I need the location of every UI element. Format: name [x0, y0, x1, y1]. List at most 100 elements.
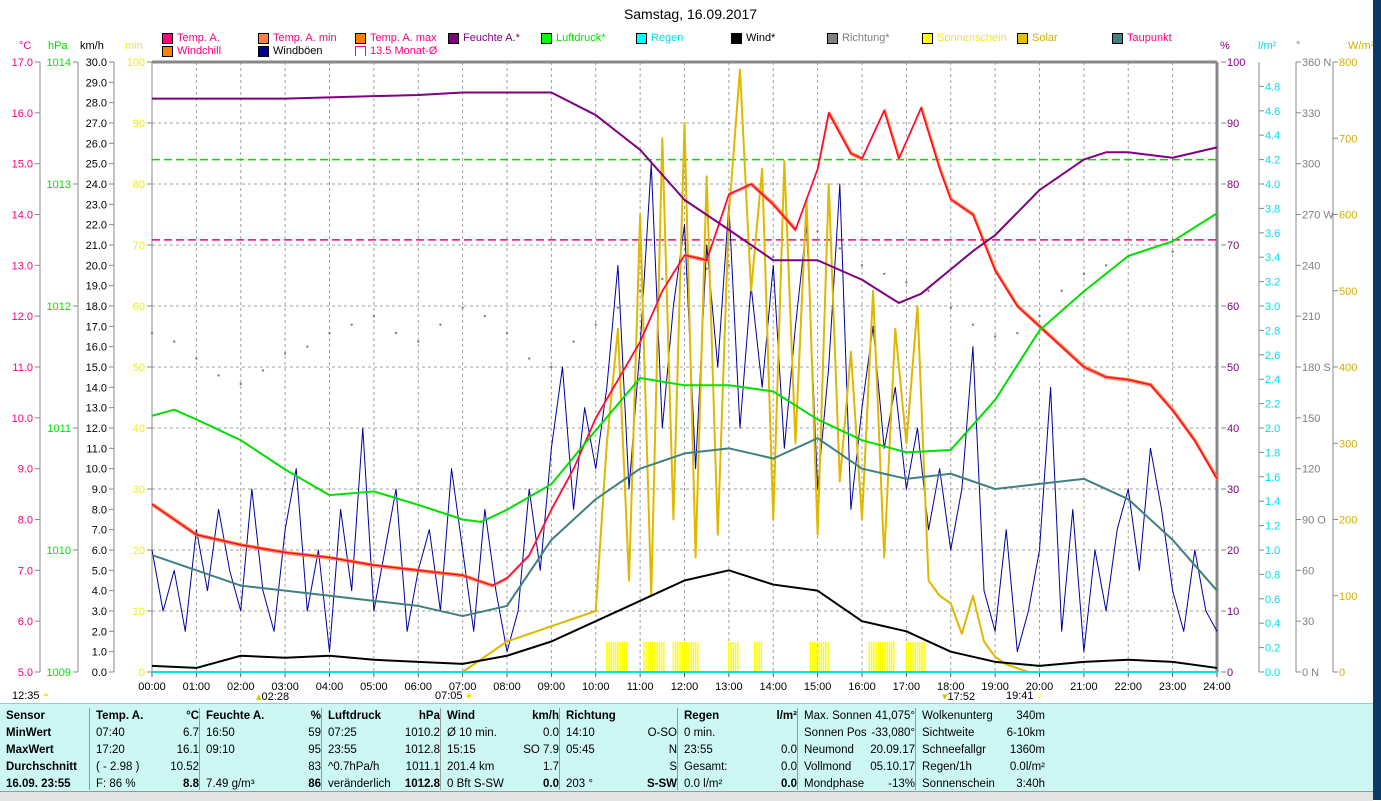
value-label: 23:55 [328, 744, 357, 756]
direction-point [461, 306, 464, 309]
direction-point [661, 277, 664, 281]
statistics-panel: Sensor MinWert MaxWert Durchschnitt 16.09. 2… [0, 703, 1373, 792]
axis-label-kmh: 26.0 [86, 138, 107, 150]
info-label: Mondphase [804, 778, 865, 790]
value: 1011.1 [405, 761, 440, 773]
axis-label-kmh: 14.0 [86, 382, 107, 394]
axis-label-lm2: 0.4 [1265, 618, 1280, 630]
value-row: 0.0 l/m² 0.0 [684, 776, 797, 793]
direction-point [1171, 250, 1174, 253]
legend-item: 13.5 Monat-Ø [355, 45, 437, 57]
axis-label-deg: 180 S [1302, 362, 1331, 374]
info-value: 1360m [1009, 744, 1045, 756]
value: O-SO [647, 727, 677, 739]
x-tick-label: 11:00 [627, 681, 654, 693]
value-row: 16:50 59 [206, 725, 321, 742]
value: 16.1 [176, 744, 199, 756]
direction-point [838, 247, 842, 250]
info-label: Neumond [804, 744, 854, 756]
direction-point [350, 323, 353, 326]
axis-label-kmh: 1.0 [92, 647, 107, 659]
x-tick-label: 16:00 [848, 681, 876, 693]
axis-label-lm2: 4.8 [1265, 81, 1280, 93]
value: N [668, 744, 677, 756]
value-label: 0 min. [684, 727, 716, 739]
direction-point [993, 335, 997, 338]
legend-label: Temp. A. max [370, 32, 437, 44]
value-label: Ø 10 min. [447, 727, 497, 739]
direction-point [172, 340, 176, 343]
axis-label-kmh: 23.0 [86, 199, 107, 211]
panel-column-sun: Max. Sonnen 41,075° Sonnen Pos -33,080° Neum… [797, 708, 915, 790]
column-header: Wind km/h [447, 708, 559, 725]
direction-point [971, 323, 975, 326]
panel-column-sensor: Sensor MinWert MaxWert Durchschnitt 16.09. 2… [0, 708, 89, 790]
info-label: Regen/1h [922, 761, 972, 773]
direction-point [794, 238, 797, 242]
axis-label-min: 0 [139, 667, 145, 679]
direction-point [683, 272, 686, 276]
axis-label-deg: 150 [1302, 413, 1320, 425]
axis-label-min: 40 [133, 423, 145, 435]
axis-label-temp: 15.0 [12, 159, 33, 171]
axis-label-kmh: 25.0 [86, 159, 107, 171]
axis-label-pct: 0 [1227, 667, 1233, 679]
legend-label: Taupunkt [1127, 32, 1172, 44]
value: 8.8 [183, 778, 199, 790]
info-row: Max. Sonnen 41,075° [804, 708, 915, 725]
axis-label-wm2: 700 [1339, 133, 1357, 145]
axis-label-kmh: 7.0 [92, 525, 107, 537]
axis-label-kmh: 22.0 [86, 220, 107, 232]
value-row: 14:10 O-SO [566, 725, 677, 742]
legend-item: Windböen [258, 45, 323, 57]
axis-label-kmh: 3.0 [92, 606, 107, 618]
axis-label-kmh: 19.0 [86, 281, 107, 293]
axis-label-min: 90 [133, 118, 145, 130]
value-label: 23:55 [684, 744, 713, 756]
sun-icon: ● [465, 690, 473, 702]
info-value: 3:40h [1016, 778, 1045, 790]
column-title: Regen [684, 710, 720, 722]
axis-label-lm2: 1.4 [1265, 496, 1280, 508]
info-value: 41,075° [875, 710, 915, 722]
row-label: Durchschnitt [6, 761, 77, 773]
value: 1010.2 [404, 727, 440, 739]
axis-label-lm2: 3.4 [1265, 252, 1280, 264]
legend-item: Temp. A. min [258, 32, 337, 44]
axis-label-pct: 10 [1227, 606, 1239, 618]
row-label: MinWert [6, 727, 52, 739]
axis-label-deg: 90 O [1302, 515, 1326, 527]
value-label: ( - 2.98 ) [96, 761, 140, 773]
value-row: 201.4 km 1.7 [447, 759, 559, 776]
info-label: Schneefallgr [922, 744, 986, 756]
axis-label-hpa: 1011 [47, 423, 71, 435]
axis-label-deg: 120 [1302, 464, 1320, 476]
x-tick-label: 22:00 [1114, 681, 1142, 693]
axis-label-temp: 10.0 [12, 413, 33, 425]
temp-min-line [151, 108, 1218, 588]
value-row: 7.49 g/m³ 86 [206, 776, 321, 793]
axis-label-wm2: 400 [1339, 362, 1357, 374]
value-label: 7.49 g/m³ [206, 778, 255, 790]
direction-point [505, 331, 509, 335]
direction-point [1193, 238, 1197, 242]
value-label: veränderlich [328, 778, 391, 790]
info-value: 05.10.17 [870, 761, 915, 773]
legend-swatch-icon [162, 45, 173, 57]
value-row: 07:25 1010.2 [328, 725, 440, 742]
direction-point [306, 345, 309, 348]
value-row: 0 min. [684, 725, 797, 742]
row-label: Sensor [6, 710, 45, 722]
x-tick-label: 21:00 [1070, 681, 1098, 693]
info-row: Sonnen Pos -33,080° [804, 725, 915, 742]
x-tick-label: 13:00 [715, 681, 743, 693]
info-value: -33,080° [871, 727, 915, 739]
axis-label-deg: 210 [1302, 311, 1320, 323]
unit-lm2: l/m² [1258, 40, 1277, 52]
legend-label: Wind* [746, 32, 776, 44]
x-tick-label: 09:00 [538, 681, 566, 693]
unit-kmh: km/h [80, 40, 104, 52]
unit-celsius: °C [19, 40, 32, 52]
direction-point [195, 357, 198, 360]
legend-swatch-icon [731, 32, 742, 44]
